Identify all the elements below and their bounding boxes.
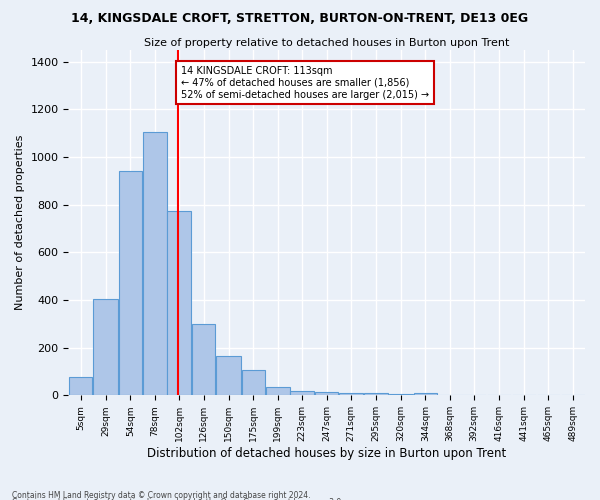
Bar <box>69 378 92 396</box>
Bar <box>389 394 413 396</box>
Y-axis label: Number of detached properties: Number of detached properties <box>15 135 25 310</box>
Title: Size of property relative to detached houses in Burton upon Trent: Size of property relative to detached ho… <box>144 38 509 48</box>
Bar <box>167 210 191 396</box>
Bar <box>266 387 290 396</box>
Text: 14, KINGSDALE CROFT, STRETTON, BURTON-ON-TRENT, DE13 0EG: 14, KINGSDALE CROFT, STRETTON, BURTON-ON… <box>71 12 529 26</box>
Bar <box>413 393 437 396</box>
X-axis label: Distribution of detached houses by size in Burton upon Trent: Distribution of detached houses by size … <box>147 447 506 460</box>
Bar <box>216 356 241 396</box>
Bar <box>192 324 215 396</box>
Bar <box>143 132 167 396</box>
Bar <box>93 299 118 396</box>
Bar <box>364 393 388 396</box>
Text: Contains public sector information licensed under the Open Government Licence v3: Contains public sector information licen… <box>12 498 344 500</box>
Bar <box>242 370 265 396</box>
Bar <box>315 392 338 396</box>
Bar <box>119 172 142 396</box>
Bar <box>340 393 363 396</box>
Text: Contains HM Land Registry data © Crown copyright and database right 2024.: Contains HM Land Registry data © Crown c… <box>12 490 311 500</box>
Bar <box>290 390 314 396</box>
Text: 14 KINGSDALE CROFT: 113sqm
← 47% of detached houses are smaller (1,856)
52% of s: 14 KINGSDALE CROFT: 113sqm ← 47% of deta… <box>181 66 430 100</box>
